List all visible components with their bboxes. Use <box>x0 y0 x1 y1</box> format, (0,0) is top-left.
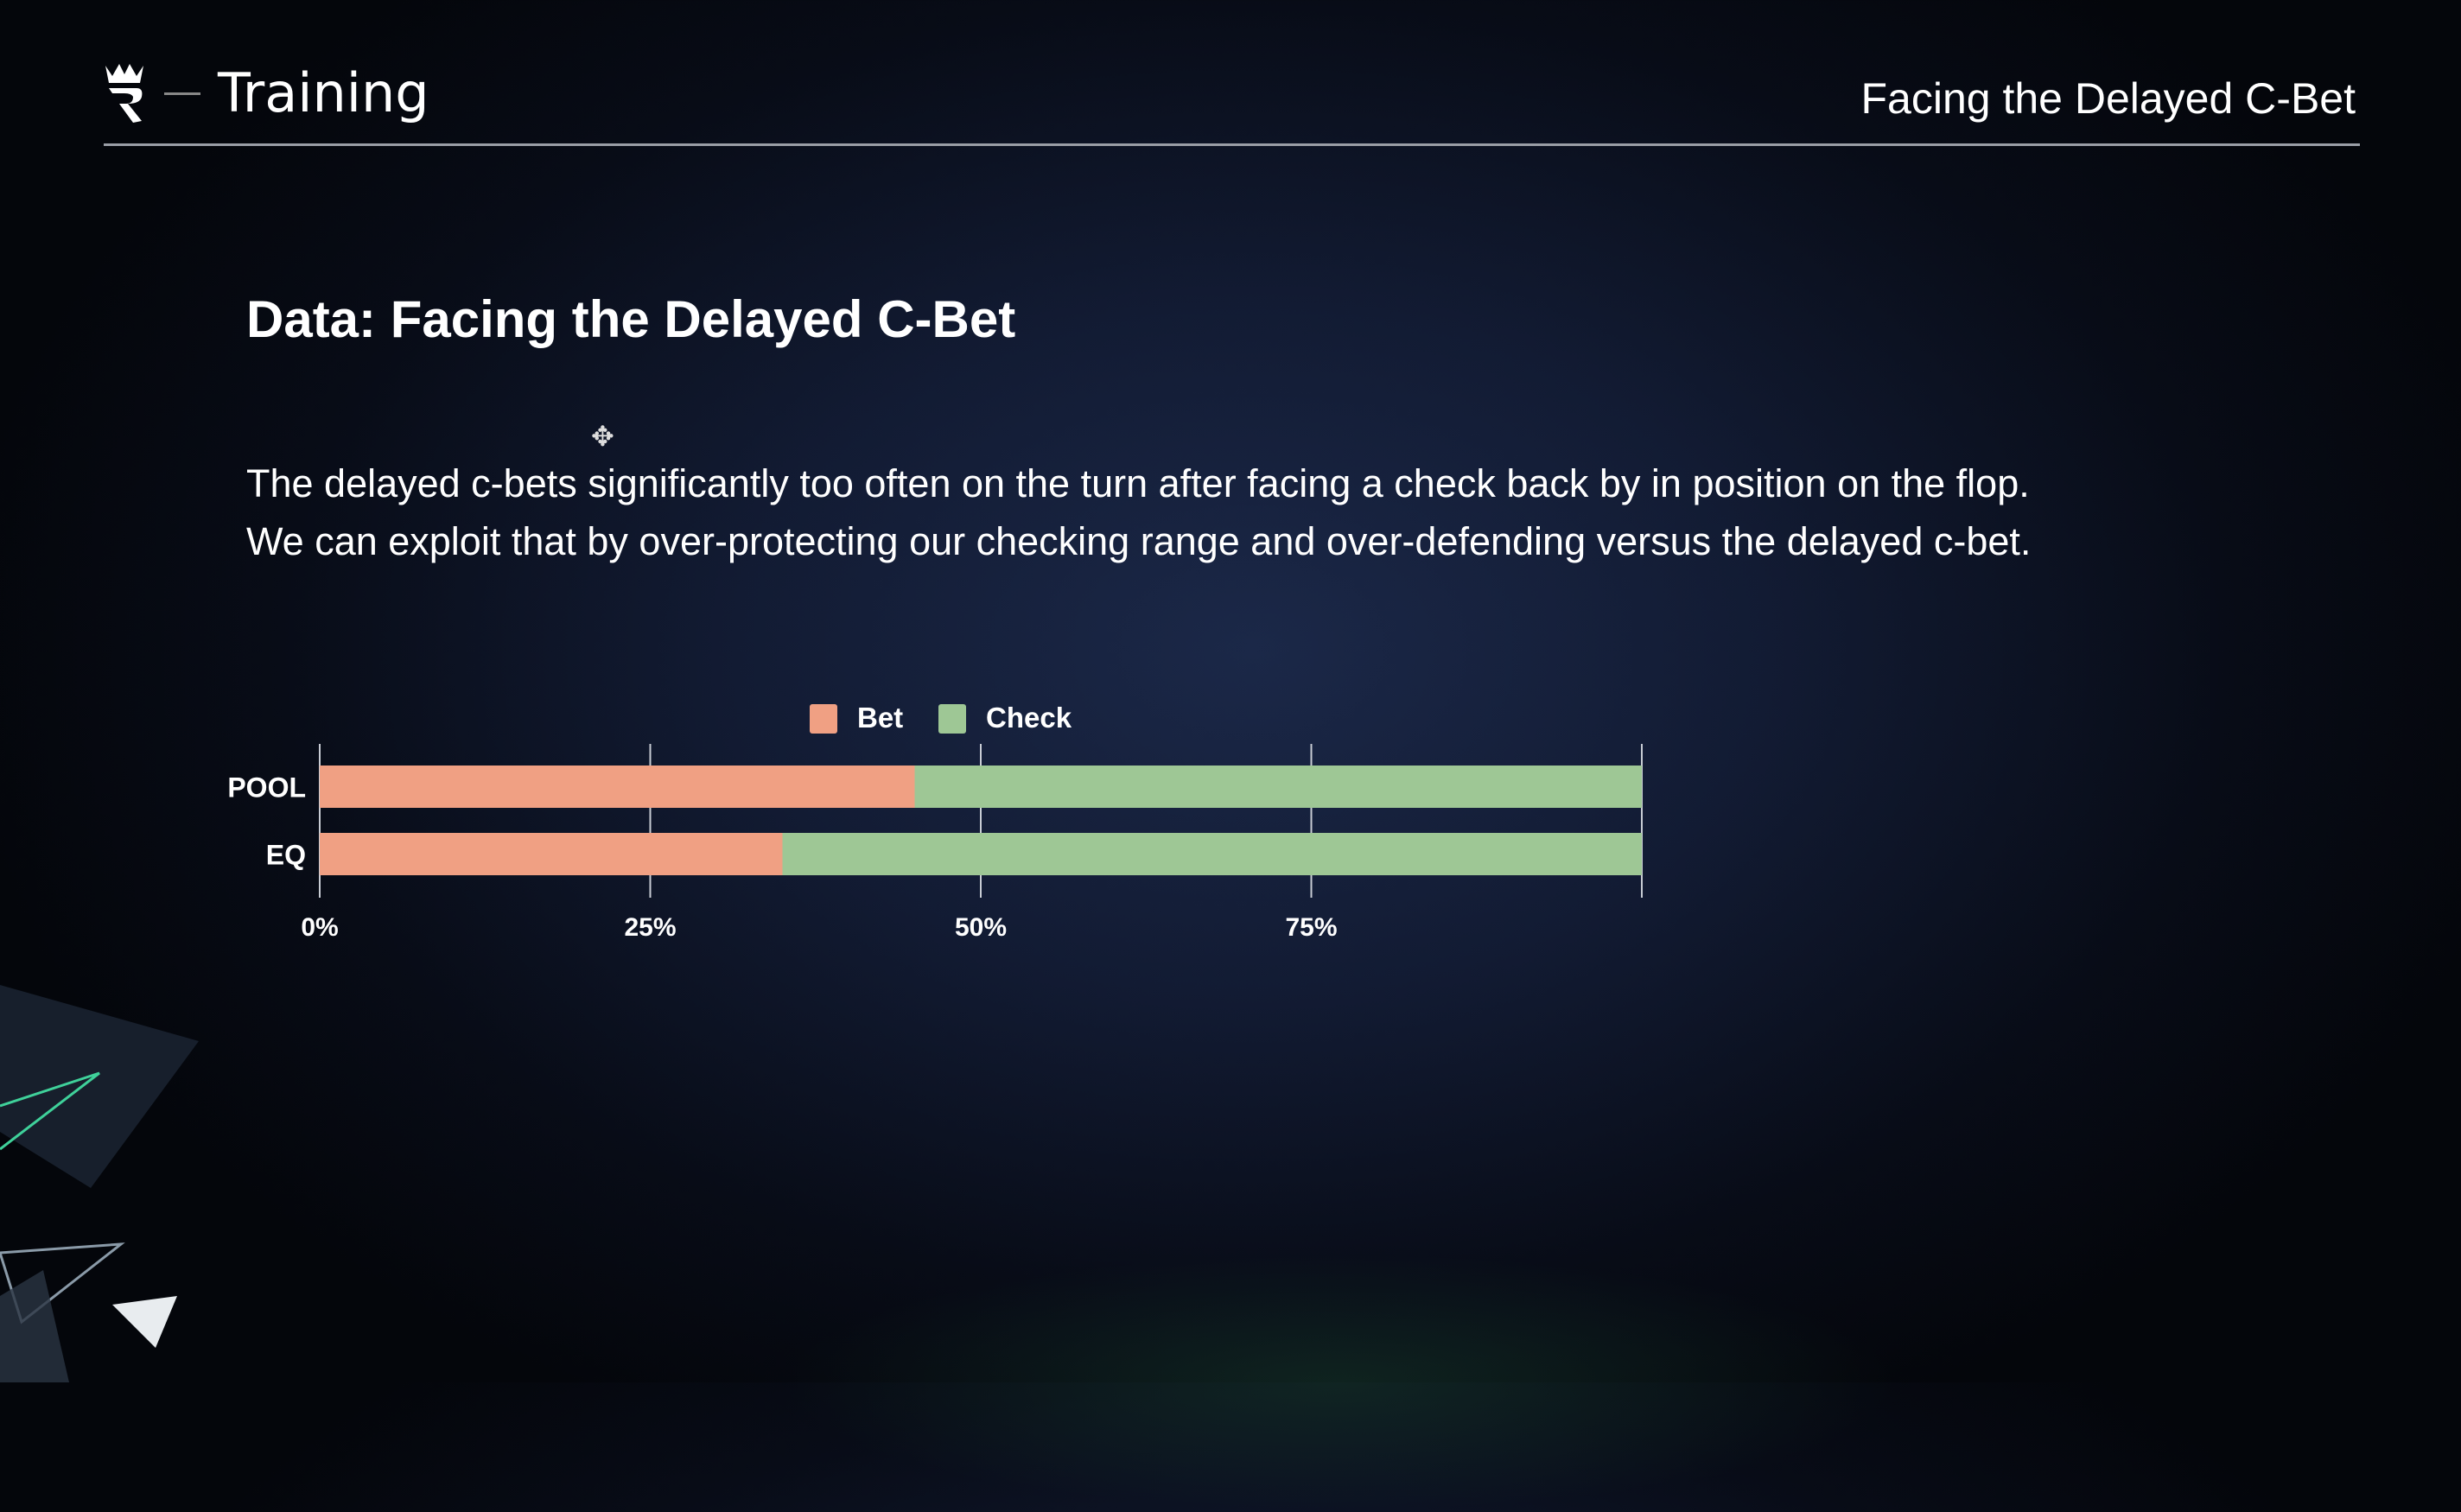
stacked-bar-chart: POOL EQ 0% 25% 50% 75% Bet Check <box>227 702 1643 942</box>
bar-bet-eq <box>320 833 783 875</box>
crown-r-logo-icon <box>105 64 143 123</box>
paragraph-line: We can exploit that by over-protecting o… <box>246 519 2032 563</box>
x-tick-label: 0% <box>301 913 338 942</box>
x-tick-label: 75% <box>1285 913 1337 942</box>
bar-check-pool <box>914 766 1642 808</box>
category-label: POOL <box>227 772 306 804</box>
bar-check-eq <box>782 833 1642 875</box>
paragraph-line: The delayed c-bets significantly too oft… <box>246 461 2030 505</box>
legend-swatch-bet <box>810 704 837 734</box>
slide-title: Data: Facing the Delayed C-Bet <box>246 290 1016 348</box>
legend-label: Check <box>986 702 1072 734</box>
legend-label: Bet <box>857 702 903 734</box>
header-divider <box>104 143 2360 146</box>
section-title: Facing the Delayed C-Bet <box>1860 74 2356 123</box>
decorative-triangles <box>0 985 199 1382</box>
legend-swatch-check <box>938 704 966 734</box>
brand-title: Training <box>218 61 429 124</box>
slide-paragraph: The delayed c-bets significantly too oft… <box>246 454 2031 570</box>
header-separator <box>164 92 200 95</box>
move-cursor-icon: ✥ <box>591 421 614 452</box>
x-tick-label: 25% <box>624 913 676 942</box>
x-tick-label: 50% <box>955 913 1007 942</box>
category-label: EQ <box>266 840 306 871</box>
bar-bet-pool <box>320 766 915 808</box>
